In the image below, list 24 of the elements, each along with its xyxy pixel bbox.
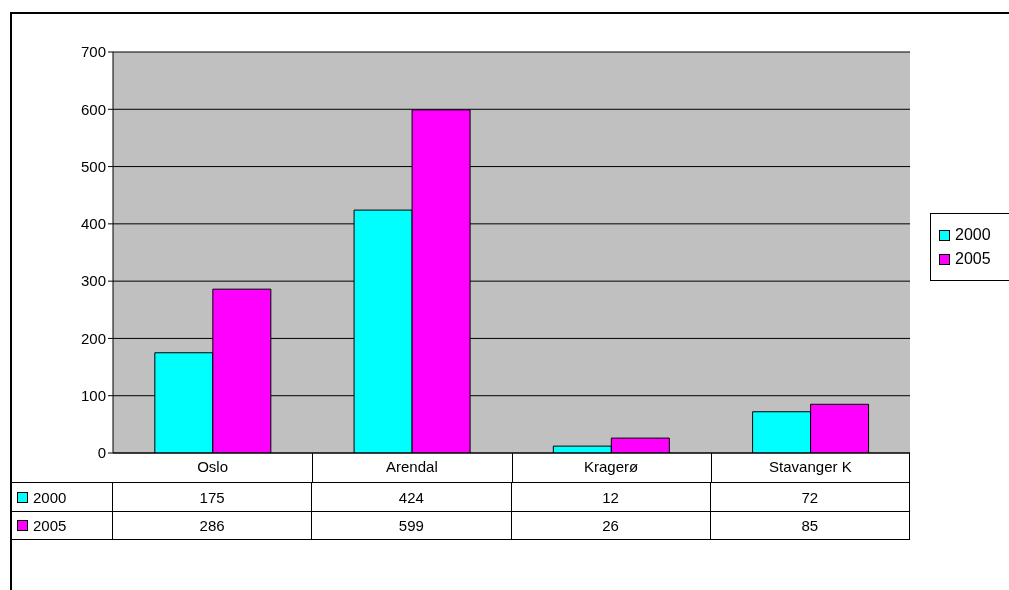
y-tick-label: 0 bbox=[97, 444, 106, 462]
legend-label: 2005 bbox=[955, 250, 991, 267]
y-tick-label: 200 bbox=[80, 329, 106, 347]
data-label: 175 bbox=[113, 483, 313, 511]
data-label: 12 bbox=[511, 483, 711, 511]
y-tick-label: 600 bbox=[80, 100, 106, 118]
x-tick-label: Kragerø bbox=[584, 457, 639, 475]
data-label: 72 bbox=[710, 483, 910, 511]
x-tick-label: Oslo bbox=[197, 457, 229, 475]
legend-label: 2000 bbox=[33, 488, 67, 506]
y-tick-label: 400 bbox=[80, 215, 106, 233]
data-label: 424 bbox=[312, 483, 512, 511]
data-label: 26 bbox=[511, 512, 711, 539]
text: 2000 bbox=[955, 226, 991, 243]
data-label: 286 bbox=[113, 512, 313, 539]
data-label: 599 bbox=[312, 512, 512, 539]
x-tick-label: Stavanger K bbox=[769, 457, 852, 475]
x-tick-label: Arendal bbox=[386, 457, 438, 475]
text: 2005 bbox=[33, 517, 67, 534]
y-tick-label: 300 bbox=[80, 272, 106, 290]
y-tick-label: 700 bbox=[80, 43, 106, 61]
data-label: 85 bbox=[710, 512, 910, 539]
y-tick-label: 100 bbox=[80, 387, 106, 405]
y-tick-label: 500 bbox=[80, 157, 106, 175]
